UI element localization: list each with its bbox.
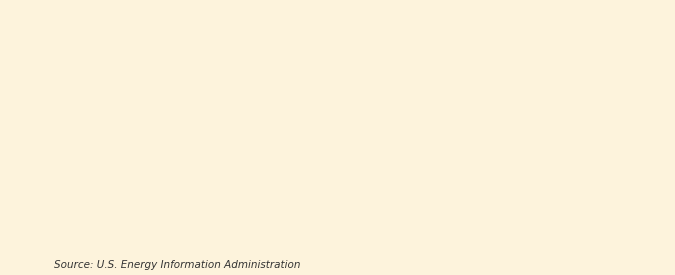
Point — [88, 90, 99, 95]
Y-axis label: Thousand Barrels: Thousand Barrels — [15, 83, 25, 180]
Point — [474, 76, 485, 81]
Point — [551, 84, 562, 89]
Title: Annual Illinois Stocks at Refineries, Bulk Terminals, and Natural Gas Plants of : Annual Illinois Stocks at Refineries, Bu… — [78, 21, 649, 34]
Point — [204, 192, 215, 196]
Point — [165, 127, 176, 132]
Text: Source: U.S. Energy Information Administration: Source: U.S. Energy Information Administ… — [54, 260, 300, 270]
Point — [242, 68, 253, 72]
Point — [358, 95, 369, 99]
Point — [281, 70, 292, 74]
Point — [628, 89, 639, 93]
Point — [589, 99, 600, 103]
Point — [320, 98, 331, 102]
Point — [435, 119, 446, 124]
Point — [127, 99, 138, 104]
Point — [397, 86, 408, 91]
Point — [512, 66, 523, 71]
